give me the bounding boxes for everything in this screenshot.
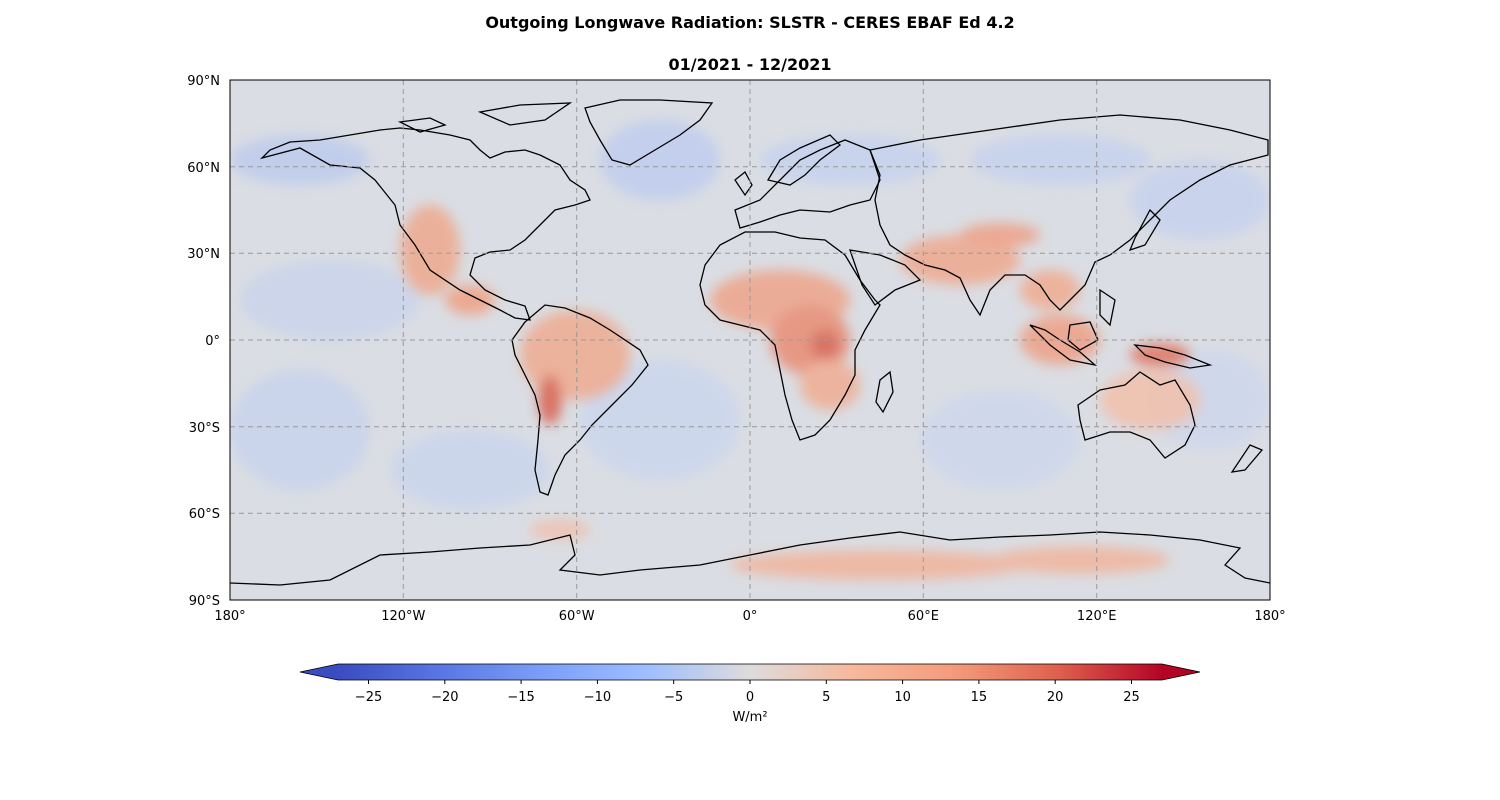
colorbar-min-extend [300, 664, 338, 680]
lon-tick-label: 120°W [381, 609, 425, 624]
lon-tick-label: 60°W [559, 609, 595, 624]
lat-tick-label: 30°S [189, 421, 220, 436]
lat-tick-label: 0° [205, 334, 220, 349]
lat-tick-label: 60°S [189, 507, 220, 522]
colorbar-tick-label: 0 [746, 690, 754, 705]
coastlines [230, 99, 1270, 586]
colorbar-tick-label: 20 [1047, 690, 1064, 705]
anomaly-field [230, 80, 1270, 600]
lat-tick-label: 90°S [189, 594, 220, 609]
colorbar-tick-label: −25 [355, 690, 382, 705]
colorbar-tick-label: −5 [664, 690, 683, 705]
chart-title: Outgoing Longwave Radiation: SLSTR - CER… [485, 13, 1015, 32]
colorbar-ticks: −25 −20 −15 −10 −5 0 5 10 15 20 25 [355, 680, 1140, 705]
lon-tick-label: 180° [214, 609, 245, 624]
colorbar-outline [299, 663, 1201, 681]
map-frame [229, 79, 1271, 601]
lat-tick-label: 30°N [187, 247, 220, 262]
colorbar-tick-label: −10 [584, 690, 611, 705]
colorbar-tick-label: 25 [1123, 690, 1140, 705]
colorbar-label: W/m² [732, 710, 767, 725]
lon-tick-label: 60°E [908, 609, 939, 624]
colorbar-tick-label: 15 [971, 690, 988, 705]
chart-subtitle: 01/2021 - 12/2021 [668, 55, 832, 74]
colorbar-max-extend [1162, 664, 1200, 680]
lon-axis: 180° 120°W 60°W 0° 60°E 120°E 180° [214, 609, 1285, 624]
colorbar: −25 −20 −15 −10 −5 0 5 10 15 20 25 W/m² [299, 663, 1201, 725]
gridlines [230, 80, 1270, 600]
colorbar-tick-label: −15 [507, 690, 534, 705]
lat-axis: 90°N 60°N 30°N 0° 30°S 60°S 90°S [187, 74, 220, 609]
lat-tick-label: 90°N [187, 74, 220, 89]
lon-tick-label: 0° [743, 609, 758, 624]
colorbar-gradient [338, 664, 1162, 680]
colorbar-tick-label: −20 [431, 690, 458, 705]
colorbar-tick-label: 10 [894, 690, 911, 705]
lon-tick-label: 180° [1254, 609, 1285, 624]
colorbar-tick-label: 5 [822, 690, 830, 705]
lat-tick-label: 60°N [187, 161, 220, 176]
lon-tick-label: 120°E [1077, 609, 1117, 624]
